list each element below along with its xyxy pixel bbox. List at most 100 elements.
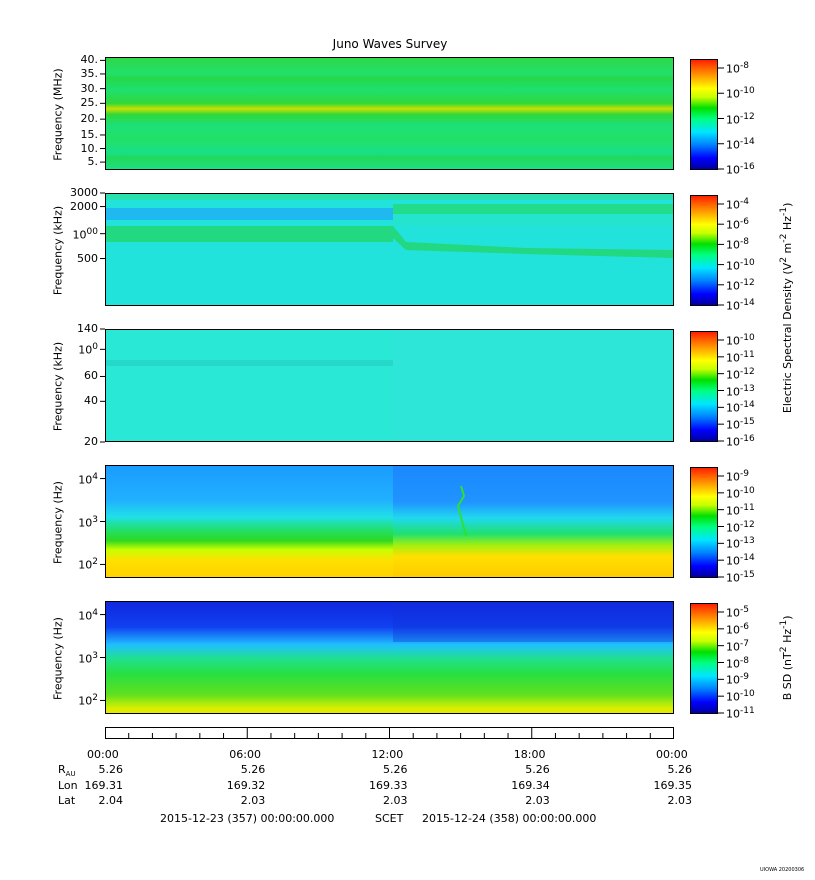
y-tick-label: 2000 <box>70 199 98 213</box>
spectrogram-khz-high-image <box>106 194 673 305</box>
y-tick-label: 100 <box>78 342 98 357</box>
ephemeris-value: 2.03 <box>240 794 266 807</box>
colorbar-tick-label: 10-12 <box>726 366 755 382</box>
colorbar-tick-label: 10-16 <box>726 162 755 177</box>
y-tick-label: 40. <box>80 53 99 67</box>
colorbar-tick-label: 10-4 <box>726 197 749 212</box>
y-tick-label: 15. <box>80 127 99 141</box>
colorbar-tick-label: 10-8 <box>726 655 749 671</box>
y-tick-label: 102 <box>78 557 98 573</box>
colorbar-tick-label: 10-14 <box>726 298 755 313</box>
spectrogram-mhz-image <box>106 58 673 169</box>
y-axis-label-5: Frequency (Hz) <box>51 617 65 700</box>
y-tick-label: 102 <box>78 693 98 709</box>
colorbar-tick-label: 10-15 <box>726 417 755 432</box>
y-tick-label: 103 <box>78 650 98 666</box>
time-tick-label: 12:00 <box>371 748 404 761</box>
spectrogram-panel-hz-magnetic <box>105 601 674 714</box>
colorbar-tick-label: 10-11 <box>726 706 755 721</box>
colorbar-tick-label: 10-7 <box>726 638 749 654</box>
ephemeris-value: 169.33 <box>369 779 408 792</box>
ephemeris-value: 2.03 <box>667 794 693 807</box>
colorbar-2 <box>690 195 718 306</box>
ephemeris-row-label: Lon <box>58 779 78 792</box>
y-tick-label: 20 <box>84 435 98 448</box>
credit-stamp: UIOWA 20200306 <box>760 867 805 873</box>
colorbar-3 <box>690 331 718 442</box>
y-tick-label: 40 <box>84 394 98 408</box>
ephemeris-value: 5.26 <box>240 763 266 776</box>
colorbar-tick-label: 10-10 <box>726 485 755 501</box>
y-tick-label: 60 <box>84 369 98 383</box>
y-tick-label: 3000 <box>70 186 98 199</box>
colorbar-tick-label: 10-11 <box>726 349 755 365</box>
scet-frame: SCET <box>375 812 404 825</box>
colorbar-tick-label: 10-9 <box>726 672 749 687</box>
colorbar-tick-label: 10-12 <box>726 519 755 535</box>
time-tick-label: 00:00 <box>87 748 119 761</box>
colorbar-tick-label: 10-11 <box>726 502 755 518</box>
ephemeris-value: 2.03 <box>525 794 550 807</box>
chart-title: Juno Waves Survey <box>332 37 448 51</box>
ephemeris-value: 169.31 <box>84 779 124 792</box>
scet-end: 2015-12-24 (358) 00:00:00.000 <box>422 812 597 825</box>
y-tick-label: 5. <box>87 155 99 169</box>
spectrogram-hz-magnetic-image <box>106 602 673 713</box>
y-axis-label-3: Frequency (kHz) <box>51 341 65 432</box>
colorbar-label-electric: Electric Spectral Density (V2 m-2 Hz-1) <box>778 202 794 414</box>
y-tick-label: 500 <box>77 251 98 265</box>
colorbar-tick-label: 10-15 <box>726 570 755 585</box>
colorbar-tick-label: 10-5 <box>726 605 749 620</box>
colorbar-tick-label: 10-8 <box>726 61 749 76</box>
colorbar-tick-label: 10-6 <box>726 217 749 232</box>
colorbar-tick-label: 10-14 <box>726 553 755 568</box>
spectrogram-hz-electric-image <box>106 466 673 577</box>
spectrogram-panel-khz-low <box>105 329 674 442</box>
colorbar-1 <box>690 59 718 170</box>
ephemeris-value: 5.26 <box>98 763 124 776</box>
scet-start: 2015-12-23 (357) 00:00:00.000 <box>160 812 335 825</box>
colorbar-tick-label: 10-10 <box>726 257 755 273</box>
ephemeris-row-label: Lat <box>58 794 76 807</box>
time-tick-label: 00:00 <box>656 748 688 761</box>
y-tick-label: 10. <box>80 141 99 155</box>
colorbar-tick-label: 10-10 <box>726 86 755 101</box>
ephemeris-value: 2.03 <box>383 794 408 807</box>
colorbar-tick-label: 10-10 <box>726 333 755 348</box>
y-tick-label: 35. <box>80 66 99 80</box>
y-tick-label: 1000 <box>72 226 98 242</box>
ephemeris-value: 169.35 <box>653 779 693 792</box>
ephemeris-value: 169.32 <box>226 779 266 792</box>
y-tick-label: 25. <box>80 96 99 110</box>
y-tick-label: 104 <box>78 471 98 487</box>
colorbar-tick-label: 10-16 <box>726 434 755 449</box>
spectrogram-panel-hz-electric <box>105 465 674 578</box>
ephemeris-value: 5.26 <box>383 763 408 776</box>
y-tick-label: 20. <box>80 112 99 126</box>
colorbar-tick-label: 10-10 <box>726 689 755 704</box>
colorbar-tick-label: 10-8 <box>726 237 749 253</box>
time-tick-label: 18:00 <box>513 748 546 761</box>
y-tick-label: 30. <box>80 81 99 95</box>
y-axis-label-2: Frequency (kHz) <box>51 205 65 296</box>
colorbar-tick-label: 10-12 <box>726 277 755 293</box>
colorbar-tick-label: 10-14 <box>726 136 755 152</box>
spectrogram-khz-low-image <box>106 330 673 441</box>
ephemeris-value: 169.34 <box>511 779 550 792</box>
colorbar-5 <box>690 603 718 714</box>
ephemeris-value: 5.26 <box>525 763 550 776</box>
spectrogram-panel-mhz <box>105 57 674 170</box>
y-axis-label-1: Frequency (MHz) <box>51 68 65 161</box>
ephemeris-value: 5.26 <box>667 763 693 776</box>
colorbar-tick-label: 10-13 <box>726 383 755 399</box>
colorbar-tick-label: 10-13 <box>726 536 755 551</box>
y-tick-label: 104 <box>78 607 98 623</box>
ephemeris-row-label: RAU <box>58 763 76 779</box>
colorbar-tick-label: 10-12 <box>726 111 755 127</box>
colorbar-tick-label: 10-14 <box>726 400 755 415</box>
colorbar-tick-label: 10-6 <box>726 621 749 637</box>
time-tick-label: 06:00 <box>229 748 261 761</box>
time-axis-ticks <box>105 727 674 739</box>
y-tick-label: 140 <box>77 322 98 335</box>
